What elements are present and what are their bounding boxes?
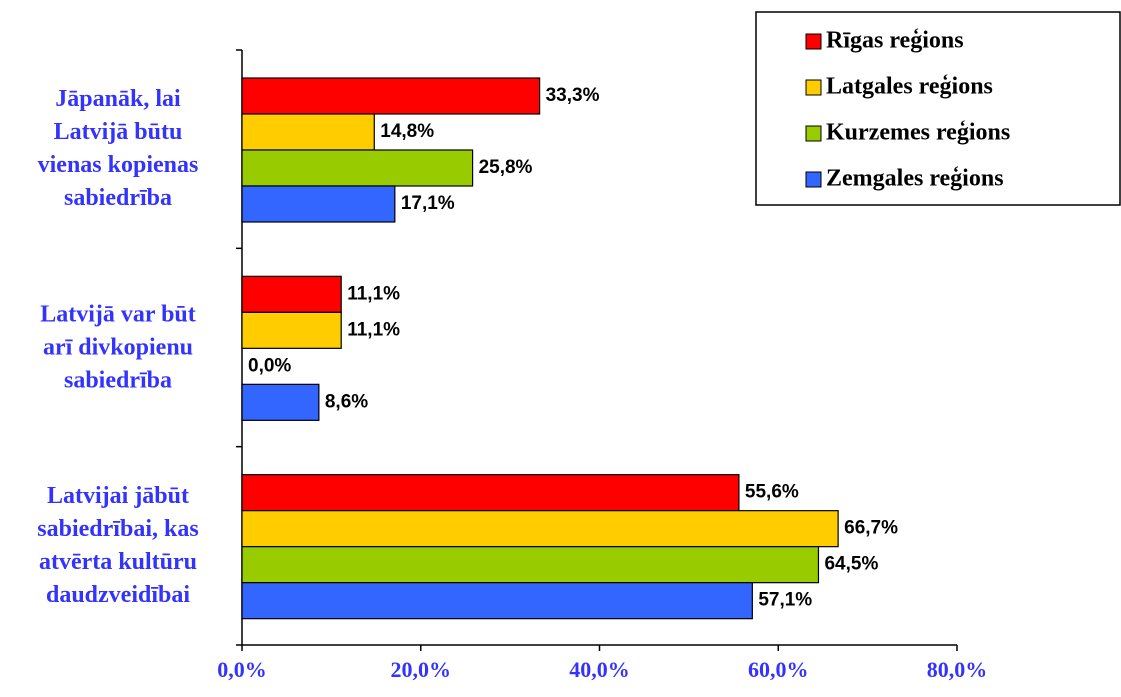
data-label: 66,7% (844, 518, 898, 539)
bar (241, 546, 820, 584)
data-label: 14,8% (380, 121, 434, 142)
data-label: 33,3% (546, 85, 600, 106)
data-label: 8,6% (325, 391, 368, 412)
bar (241, 77, 541, 115)
bar (241, 383, 320, 421)
x-tick-label: 40,0% (569, 657, 630, 682)
legend-label: Kurzemes reģions (826, 120, 1010, 146)
legend-swatch (805, 125, 822, 142)
x-tick-label: 60,0% (748, 657, 809, 682)
data-label: 25,8% (479, 157, 533, 178)
bar (241, 582, 753, 620)
legend-swatch (805, 33, 822, 50)
x-tick-label: 20,0% (391, 657, 452, 682)
category-label: Jāpanāk, lai Latvijā būtu vienas kopiena… (37, 86, 199, 212)
category-label: Latvijā var būt arī divkopienu sabiedrīb… (40, 301, 196, 393)
x-tick-label: 80,0% (927, 657, 988, 682)
bar (241, 149, 474, 187)
legend-label: Rīgas reģions (826, 28, 964, 54)
x-tick-label: 0,0% (217, 657, 267, 682)
bar (241, 113, 375, 151)
data-label: 57,1% (758, 590, 812, 611)
bar (241, 275, 342, 313)
data-label: 17,1% (401, 193, 455, 214)
data-label: 11,1% (347, 319, 400, 340)
bar (241, 185, 396, 223)
data-label: 55,6% (745, 482, 799, 503)
bar (241, 474, 740, 512)
data-label: 11,1% (347, 283, 400, 304)
legend-swatch (805, 171, 822, 188)
bar (241, 510, 839, 548)
legend-label: Latgales reģions (826, 74, 993, 100)
data-label: 0,0% (248, 355, 291, 376)
legend-label: Zemgales reģions (826, 166, 1004, 192)
data-label: 64,5% (824, 554, 878, 575)
bar (241, 311, 342, 349)
category-label: Latvijai jābūt sabiedrībai, kas atvērta … (37, 482, 199, 608)
legend-swatch (805, 79, 822, 96)
